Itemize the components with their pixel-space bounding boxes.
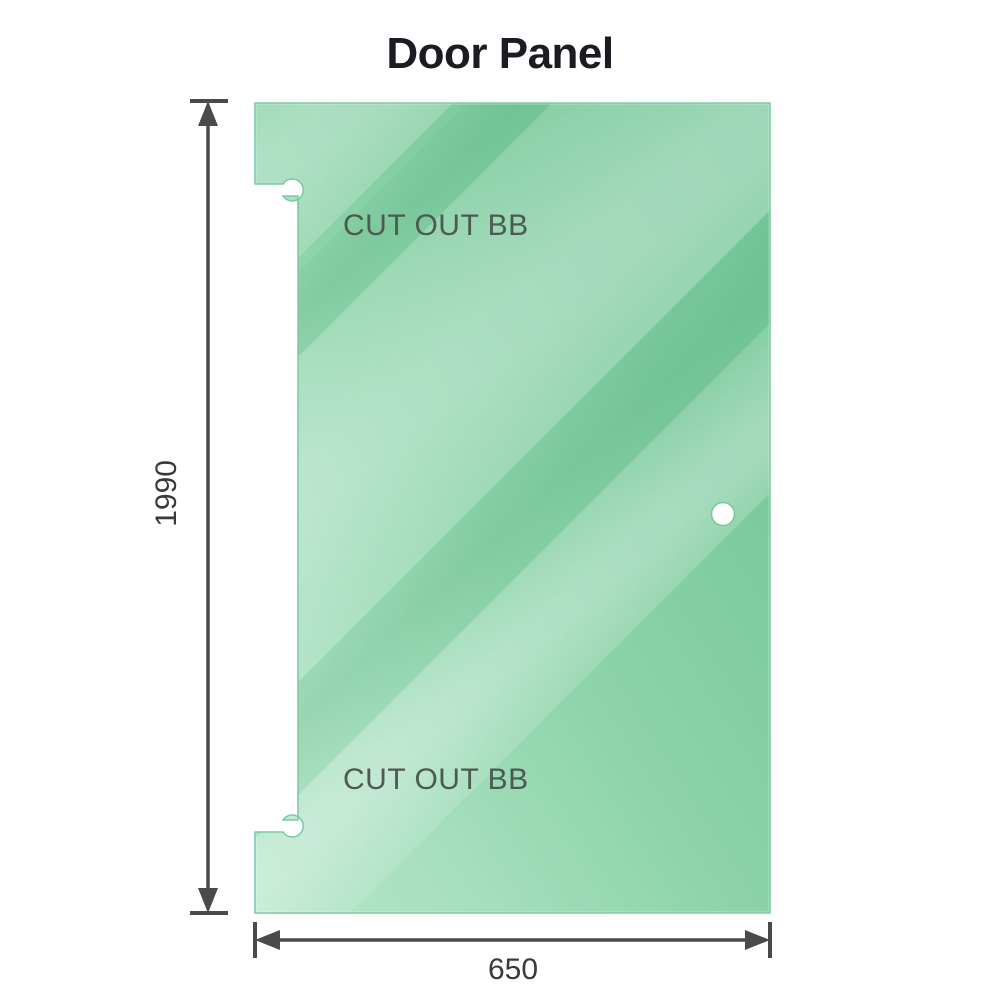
dimension-height-value: 1990 bbox=[150, 460, 183, 527]
dim-height-arrow-top bbox=[198, 101, 218, 126]
handle-hole bbox=[710, 501, 736, 527]
page-title: Door Panel bbox=[386, 29, 614, 78]
dim-height-arrow-bottom bbox=[198, 888, 218, 913]
dimension-height bbox=[190, 99, 228, 915]
cut-out-label-bottom: CUT OUT BB bbox=[343, 763, 529, 796]
dim-width-arrow-right bbox=[745, 930, 770, 950]
dim-width-arrow-left bbox=[255, 930, 280, 950]
dimension-width-value: 650 bbox=[487, 953, 539, 986]
cut-out-label-top: CUT OUT BB bbox=[343, 209, 529, 242]
dimension-width bbox=[253, 922, 772, 958]
panel-outline bbox=[254, 102, 771, 914]
